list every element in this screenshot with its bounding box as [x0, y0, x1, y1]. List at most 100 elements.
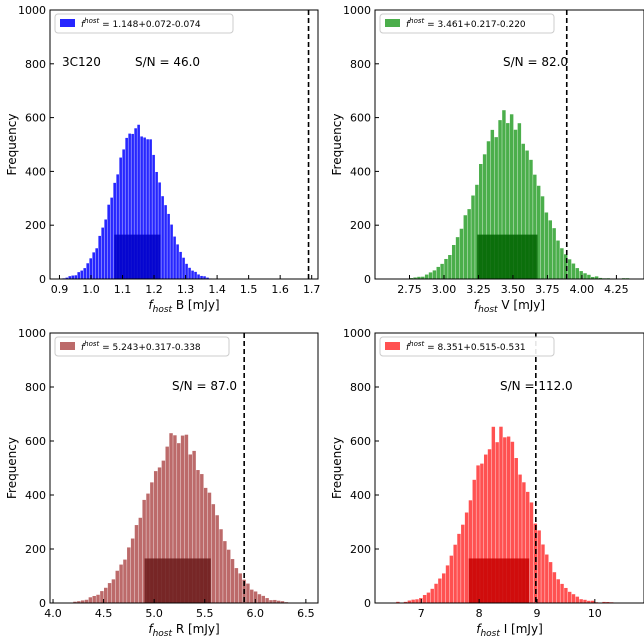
y-tick-label: 400	[350, 489, 371, 502]
x-tick-label: 4.5	[95, 607, 113, 620]
histogram-bars-r	[73, 433, 289, 603]
histogram-bar	[128, 133, 131, 279]
histogram-bar	[65, 277, 69, 279]
histogram-bars-v	[409, 110, 630, 280]
histogram-bar	[411, 599, 415, 603]
histogram-bar	[422, 595, 427, 603]
legend-label: fhost = 8.351+0.515-0.531	[406, 340, 526, 353]
legend-b: fhost = 1.148+0.072-0.074	[54, 13, 234, 34]
histogram-bar	[115, 570, 119, 603]
histogram-bar	[269, 600, 273, 603]
y-tick-label: 800	[350, 381, 371, 394]
histogram-bar	[536, 185, 541, 279]
histogram-bar	[92, 252, 96, 279]
histogram-bar	[161, 196, 164, 279]
histogram-bar	[482, 154, 487, 279]
histogram-bar	[556, 240, 560, 279]
x-tick-label: 1.3	[177, 283, 195, 296]
legend-box	[379, 13, 555, 34]
legend-r: fhost = 5.243+0.317-0.338	[54, 336, 230, 357]
histogram-bar	[176, 244, 179, 279]
snr-annotation-r: S/N = 87.0	[172, 379, 237, 393]
x-tick-label: 3.00	[432, 283, 457, 296]
shaded-region-r	[144, 558, 211, 603]
histogram-bar	[461, 524, 465, 603]
x-tick-label: 5.5	[196, 607, 214, 620]
x-tick-label: 9	[533, 607, 540, 620]
y-tick-label: 0	[364, 273, 371, 286]
x-tick-label: 3.75	[535, 283, 560, 296]
histogram-bar	[119, 564, 123, 603]
histogram-bar	[101, 227, 104, 279]
histogram-bar	[479, 163, 483, 279]
histogram-bar	[548, 220, 553, 279]
histogram-bar	[84, 599, 89, 603]
x-tick-label: 3.50	[501, 283, 526, 296]
histogram-bar	[533, 174, 537, 279]
histogram-bar	[448, 255, 452, 279]
histogram-bar	[459, 228, 464, 279]
histogram-bar	[579, 271, 583, 279]
histogram-bar	[544, 212, 549, 279]
histogram-bar	[206, 277, 209, 279]
chart-v: 0 200 400 600 800 1000 2.75 3.00 3.25 3.50 3.75 4.0…	[330, 4, 644, 315]
histogram-bar	[80, 600, 85, 603]
histogram-bar	[407, 600, 412, 603]
histogram-bar	[480, 463, 484, 603]
x-axis-label-b: fhost B [mJy]	[148, 298, 219, 315]
histogram-bar	[276, 600, 281, 603]
histogram-bar	[207, 492, 212, 603]
y-tick-label: 600	[25, 112, 46, 125]
histogram-bar	[495, 442, 499, 603]
x-tick-label: 1.0	[82, 283, 100, 296]
histogram-bar	[522, 482, 526, 603]
histogram-bar	[421, 276, 425, 279]
histogram-bar	[185, 263, 188, 279]
histogram-bar	[169, 433, 173, 603]
shaded-region-i	[468, 558, 530, 603]
histogram-bar	[525, 150, 529, 279]
histogram-bar	[273, 599, 277, 603]
histogram-bar	[107, 583, 112, 603]
histogram-bar	[140, 136, 143, 279]
histogram-bar	[177, 443, 181, 603]
histogram-bar	[483, 454, 488, 603]
histogram-bar	[499, 426, 503, 603]
histogram-bar	[428, 272, 433, 279]
histogram-bar	[265, 598, 269, 603]
histogram-bar	[403, 601, 408, 603]
histogram-bar	[203, 487, 208, 603]
x-tick-label: 0.9	[51, 283, 69, 296]
histogram-bar	[560, 583, 564, 603]
histogram-bar	[476, 465, 480, 603]
histogram-bar	[146, 139, 149, 279]
histogram-bar	[517, 123, 522, 279]
histogram-bar	[146, 493, 150, 603]
histogram-bar	[234, 568, 239, 603]
histogram-bars-i	[396, 426, 614, 603]
histogram-bar	[223, 541, 227, 603]
histogram-bar	[157, 467, 162, 603]
y-axis-label-v: Frequency	[330, 114, 344, 176]
histogram-bar	[165, 446, 169, 603]
chart-i: 0 200 400 600 800 1000 7 8 9 10 Frequency fhost I […	[330, 327, 644, 639]
histogram-bar	[556, 579, 560, 603]
histogram-bar	[83, 268, 87, 279]
histogram-bar	[194, 271, 197, 279]
y-tick-label: 0	[39, 273, 46, 286]
histogram-bar	[444, 258, 448, 279]
histogram-bar	[155, 171, 158, 279]
x-tick-label: 4.25	[604, 283, 629, 296]
histogram-bar	[89, 258, 93, 279]
legend-label: fhost = 5.243+0.317-0.338	[81, 340, 201, 353]
histogram-bar	[424, 274, 429, 279]
histogram-bar	[468, 500, 473, 603]
y-tick-label: 1000	[18, 327, 46, 340]
legend-swatch	[60, 19, 75, 27]
histogram-bar	[200, 275, 203, 279]
x-tick-label: 10	[588, 607, 602, 620]
histogram-bar	[98, 235, 101, 279]
shaded-region-b	[114, 234, 161, 279]
histogram-bar	[238, 573, 242, 603]
